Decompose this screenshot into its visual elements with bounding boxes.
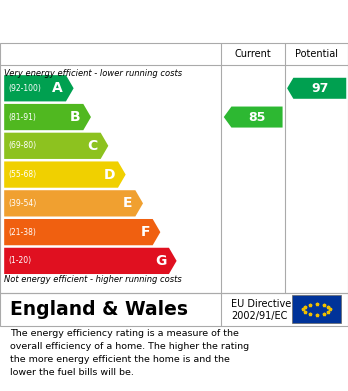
- Text: B: B: [70, 110, 80, 124]
- Polygon shape: [4, 75, 74, 101]
- Text: EU Directive: EU Directive: [231, 300, 292, 309]
- Text: F: F: [140, 225, 150, 239]
- Polygon shape: [287, 78, 346, 99]
- Text: (69-80): (69-80): [8, 141, 37, 150]
- Text: G: G: [155, 254, 166, 268]
- Text: (92-100): (92-100): [8, 84, 41, 93]
- Text: Energy Efficiency Rating: Energy Efficiency Rating: [10, 19, 231, 34]
- Text: 85: 85: [249, 111, 266, 124]
- Text: (55-68): (55-68): [8, 170, 37, 179]
- Text: 2002/91/EC: 2002/91/EC: [231, 311, 288, 321]
- Polygon shape: [4, 190, 143, 217]
- Bar: [292, 296, 341, 323]
- Text: E: E: [123, 196, 133, 210]
- Text: England & Wales: England & Wales: [10, 300, 188, 319]
- Polygon shape: [4, 161, 126, 188]
- Text: (21-38): (21-38): [8, 228, 36, 237]
- Text: Very energy efficient - lower running costs: Very energy efficient - lower running co…: [4, 69, 182, 78]
- Text: The energy efficiency rating is a measure of the
overall efficiency of a home. T: The energy efficiency rating is a measur…: [10, 329, 250, 377]
- Text: D: D: [104, 168, 115, 181]
- Text: Current: Current: [235, 48, 271, 59]
- Polygon shape: [224, 106, 283, 127]
- Polygon shape: [4, 104, 91, 130]
- Text: Potential: Potential: [295, 48, 338, 59]
- Text: A: A: [53, 81, 63, 95]
- Text: (1-20): (1-20): [8, 256, 31, 265]
- Polygon shape: [4, 133, 108, 159]
- Text: Not energy efficient - higher running costs: Not energy efficient - higher running co…: [4, 275, 182, 284]
- Polygon shape: [4, 248, 176, 274]
- Text: (39-54): (39-54): [8, 199, 37, 208]
- Polygon shape: [4, 219, 160, 245]
- Text: C: C: [88, 139, 98, 153]
- Text: (81-91): (81-91): [8, 113, 36, 122]
- Text: 97: 97: [311, 82, 329, 95]
